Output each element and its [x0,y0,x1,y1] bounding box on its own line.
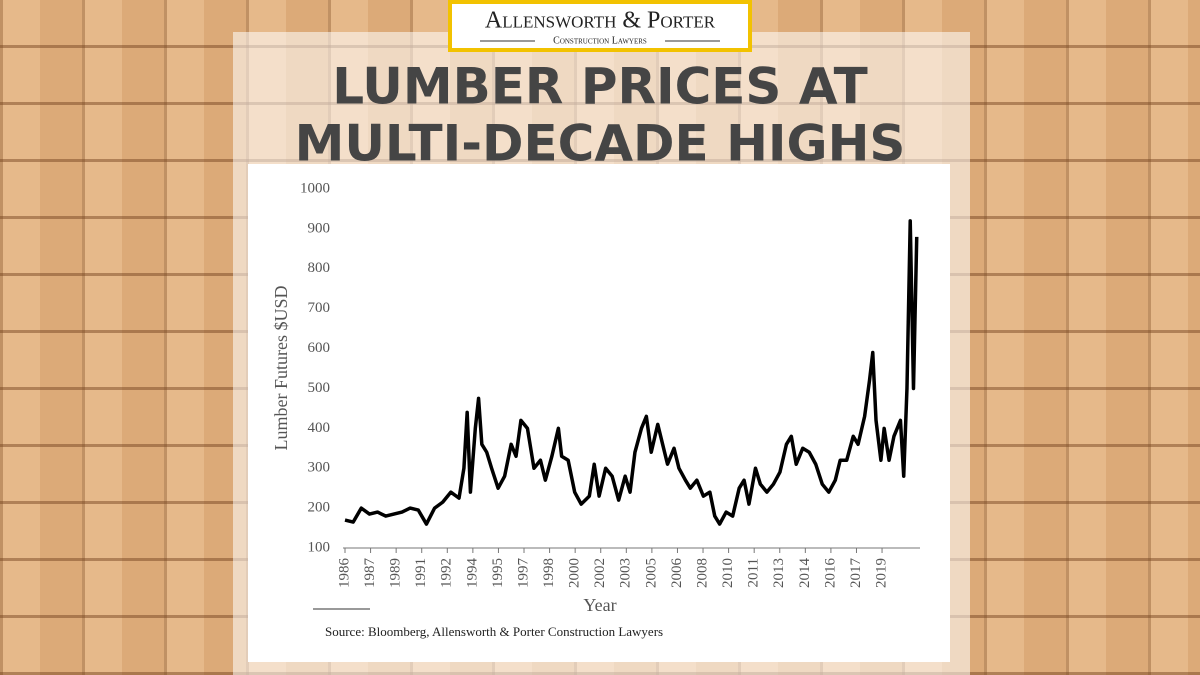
x-tick-label: 1998 [541,558,557,588]
brand-tagline: Construction Lawyers [553,35,647,46]
y-tick-label: 600 [308,340,331,356]
y-tick-label: 700 [308,300,331,316]
x-tick-label: 2011 [746,558,762,587]
x-tick-label: 2019 [873,558,889,588]
x-tick-label: 1994 [464,558,480,589]
x-tick-label: 1986 [336,558,352,589]
x-tick-label: 1987 [362,558,378,589]
y-tick-label: 900 [308,220,331,236]
y-tick-label: 100 [308,539,331,555]
x-tick-label: 2014 [797,558,813,589]
logo-box [448,0,752,52]
x-tick-label: 2000 [567,558,583,588]
y-tick-label: 200 [308,500,331,516]
headline: LUMBER PRICES AT [332,58,868,116]
y-tick-label: 300 [308,460,331,476]
x-tick-label: 1997 [515,558,531,589]
x-tick-label: 2008 [694,558,710,588]
chart-panel [248,164,950,662]
price-line [344,219,919,526]
x-tick-label: 2010 [720,558,736,588]
brand-name: Allensworth & Porter [485,8,716,34]
source-note: Source: Bloomberg, Allensworth & Porter … [325,624,663,639]
x-tick-label: 1995 [490,558,506,588]
x-axis-label: Year [583,595,616,615]
y-tick-label: 800 [308,260,331,276]
x-tick-label: 2005 [643,558,659,588]
x-tick-label: 2003 [618,558,634,588]
x-tick-label: 1992 [439,558,455,588]
y-axis-label: Lumber Futures $USD [271,286,291,451]
y-tick-label: 500 [308,380,331,396]
headline: MULTI-DECADE HIGHS [295,115,906,173]
y-tick-label: 1000 [300,180,330,196]
x-tick-label: 2016 [822,558,838,589]
x-tick-label: 1991 [413,558,429,588]
x-tick-label: 2006 [669,558,685,589]
x-tick-label: 2002 [592,558,608,588]
x-tick-label: 2013 [771,558,787,588]
x-tick-label: 1989 [388,558,404,588]
y-tick-label: 400 [308,420,331,436]
x-tick-label: 2017 [848,558,864,589]
